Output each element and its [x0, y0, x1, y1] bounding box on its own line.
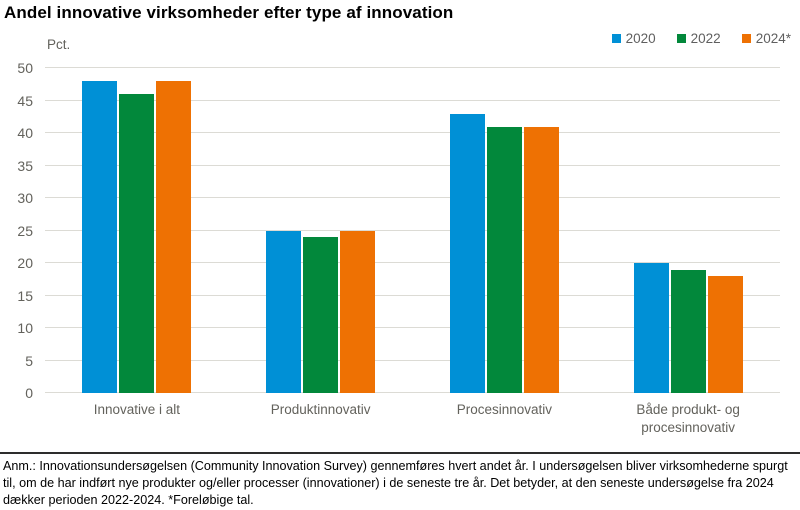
y-axis-tick-label: 10	[17, 320, 33, 336]
bar-group	[229, 68, 413, 393]
gridline	[45, 262, 780, 263]
bar-groups	[45, 68, 780, 393]
bar-2020-c0	[82, 81, 118, 393]
y-axis-tick-label: 50	[17, 60, 33, 76]
y-axis-tick-label: 30	[17, 190, 33, 206]
x-axis-category-label: Innovative i alt	[93, 402, 181, 417]
plot-area	[45, 67, 780, 393]
bar-group	[45, 68, 229, 393]
y-axis-tick-label: 0	[25, 385, 33, 401]
bar-2022-c3	[670, 269, 706, 393]
bar-2024-c0	[156, 81, 192, 393]
y-axis-tick-label: 20	[17, 255, 33, 271]
gridline	[45, 359, 780, 361]
gridline	[45, 392, 780, 393]
chart-title: Andel innovative virksomheder efter type…	[4, 3, 454, 22]
y-axis-tick-label: 35	[17, 157, 33, 174]
x-axis-category-labels: Innovative i alt Produktinnovativ Procesin…	[45, 401, 780, 436]
y-axis-unit-label: Pct.	[47, 37, 71, 52]
gridline	[45, 294, 780, 296]
gridline	[45, 132, 780, 133]
footnote-text: Anm.: Innovationsundersøgelsen (Communit…	[3, 459, 788, 507]
y-axis-tick-label: 15	[17, 287, 33, 304]
bar-group	[413, 68, 597, 393]
legend-swatch-2020-icon	[611, 34, 621, 43]
legend-swatch-2024-icon	[741, 34, 751, 43]
bar-2022-c1	[303, 237, 339, 393]
legend-label-2020: 2020	[625, 31, 656, 46]
y-axis-tick-label: 40	[17, 125, 33, 141]
gridline	[45, 327, 780, 328]
footnote-area: Anm.: Innovationsundersøgelsen (Communit…	[0, 452, 800, 510]
legend-item-2022: 2022	[676, 31, 721, 46]
gridline	[45, 164, 780, 166]
y-axis-tick-label: 5	[25, 352, 33, 369]
chart-legend: 2020 2022 2024*	[611, 31, 791, 46]
bar-2020-c3	[633, 263, 669, 393]
bar-2020-c2	[449, 113, 485, 393]
bar-2022-c2	[486, 126, 522, 393]
gridline	[45, 229, 780, 231]
legend-swatch-2022-icon	[676, 34, 686, 43]
gridline	[45, 67, 780, 68]
legend-label-2022: 2022	[690, 31, 721, 46]
legend-label-2024: 2024*	[755, 31, 791, 46]
bar-2020-c1	[266, 230, 302, 393]
legend-item-2020: 2020	[611, 31, 656, 46]
x-axis-category-label: Både produkt- og procesinnovativ	[636, 402, 740, 435]
x-axis-category-label: Procesinnovativ	[456, 402, 553, 417]
y-axis-tick-label: 45	[17, 92, 33, 109]
bar-2024-c1	[340, 230, 376, 393]
bar-2024-c2	[523, 126, 559, 393]
y-axis-tick-labels: 0 5 10 15 20 25 30 35 40 45 50	[0, 60, 33, 401]
gridline	[45, 99, 780, 101]
bar-2024-c3	[707, 276, 743, 393]
bar-group	[596, 68, 780, 393]
bar-2022-c0	[119, 94, 155, 393]
y-axis-tick-label: 25	[17, 222, 33, 239]
gridline	[45, 197, 780, 198]
x-axis-category-label: Produktinnovativ	[270, 402, 371, 417]
legend-item-2024: 2024*	[741, 31, 791, 46]
